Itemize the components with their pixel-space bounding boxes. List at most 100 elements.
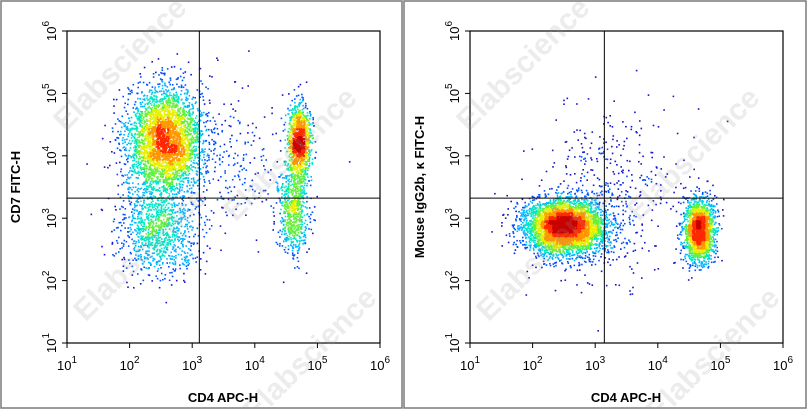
event-dot <box>172 209 175 211</box>
event-dot <box>224 172 226 174</box>
event-dot <box>170 66 173 68</box>
event-dot <box>180 170 183 173</box>
event-dot <box>281 173 283 176</box>
event-dot <box>288 217 291 219</box>
event-dot <box>157 199 159 202</box>
event-dot <box>122 265 125 267</box>
event-dot <box>152 259 154 262</box>
event-dot <box>170 169 173 171</box>
event-dot <box>221 161 224 163</box>
event-dot <box>300 192 302 194</box>
event-dot <box>132 186 135 189</box>
event-dot <box>250 144 253 146</box>
event-dot <box>276 181 278 184</box>
panel-border <box>0 0 403 409</box>
event-dot <box>115 162 118 164</box>
event-dot <box>178 172 180 175</box>
event-dot <box>294 216 297 218</box>
event-dot <box>301 232 303 234</box>
event-dot <box>184 260 186 262</box>
event-dot <box>197 109 199 112</box>
event-dot <box>171 271 173 274</box>
event-dot <box>129 90 132 93</box>
event-dot <box>142 244 145 247</box>
event-dot <box>288 211 290 213</box>
event-dot <box>151 104 153 106</box>
event-dot <box>165 301 168 304</box>
event-dot <box>163 201 166 203</box>
event-dot <box>164 160 166 162</box>
event-dot <box>297 226 300 228</box>
event-dot <box>177 97 179 100</box>
event-dot <box>168 255 171 257</box>
event-dot <box>183 92 186 95</box>
event-dot <box>125 217 127 219</box>
event-dot <box>119 161 121 164</box>
event-dot <box>171 186 173 188</box>
event-dot <box>179 130 181 132</box>
event-dot <box>179 167 182 169</box>
event-dot <box>175 171 177 173</box>
event-dot <box>139 119 141 122</box>
event-dot <box>303 184 306 187</box>
event-dot <box>148 190 150 193</box>
event-dot <box>122 95 124 98</box>
event-dot <box>136 133 139 135</box>
event-dot <box>162 180 165 183</box>
event-dot <box>171 106 174 109</box>
event-dot <box>294 174 297 176</box>
event-dot <box>184 146 186 148</box>
event-dot <box>185 158 188 160</box>
event-dot <box>291 111 293 114</box>
event-dot <box>171 204 174 206</box>
event-dot <box>177 117 180 120</box>
event-dot <box>164 251 166 253</box>
event-dot <box>174 188 177 190</box>
event-dot <box>192 257 194 260</box>
event-dot <box>195 141 197 143</box>
event-dot <box>203 121 205 124</box>
event-dot <box>281 233 283 236</box>
event-dot <box>147 98 150 101</box>
event-dot <box>175 250 177 253</box>
event-dot <box>164 161 167 164</box>
event-dot <box>213 140 215 143</box>
event-dot <box>154 88 156 90</box>
event-dot <box>135 259 137 261</box>
event-dot <box>230 146 232 148</box>
event-dot <box>293 186 296 188</box>
event-dot <box>188 109 190 112</box>
event-dot <box>158 253 160 255</box>
event-dot <box>179 211 182 214</box>
event-dot <box>172 241 175 243</box>
event-dot <box>175 254 177 257</box>
event-dot <box>234 196 236 198</box>
event-dot <box>199 151 202 154</box>
event-dot <box>292 187 294 190</box>
event-dot <box>177 236 180 238</box>
event-dot <box>162 167 164 170</box>
event-dot <box>206 115 209 117</box>
event-dot <box>90 213 93 216</box>
event-dot <box>183 165 186 167</box>
event-dot <box>125 110 127 112</box>
event-dot <box>173 189 176 192</box>
event-dot <box>180 93 182 96</box>
event-dot <box>119 208 121 210</box>
event-dot <box>137 160 140 163</box>
event-dot <box>169 176 171 178</box>
event-dot <box>186 146 188 149</box>
event-dot <box>155 90 158 93</box>
event-dot <box>155 261 158 263</box>
event-dot <box>173 175 176 177</box>
event-dot <box>245 198 248 200</box>
event-dot <box>287 204 289 207</box>
event-dot <box>224 119 227 122</box>
event-dot <box>253 134 256 137</box>
event-dot <box>182 216 184 219</box>
event-dot <box>285 201 288 203</box>
event-dot <box>169 209 172 211</box>
event-dot <box>167 106 170 109</box>
event-dot <box>298 102 301 104</box>
event-dot <box>120 168 123 170</box>
